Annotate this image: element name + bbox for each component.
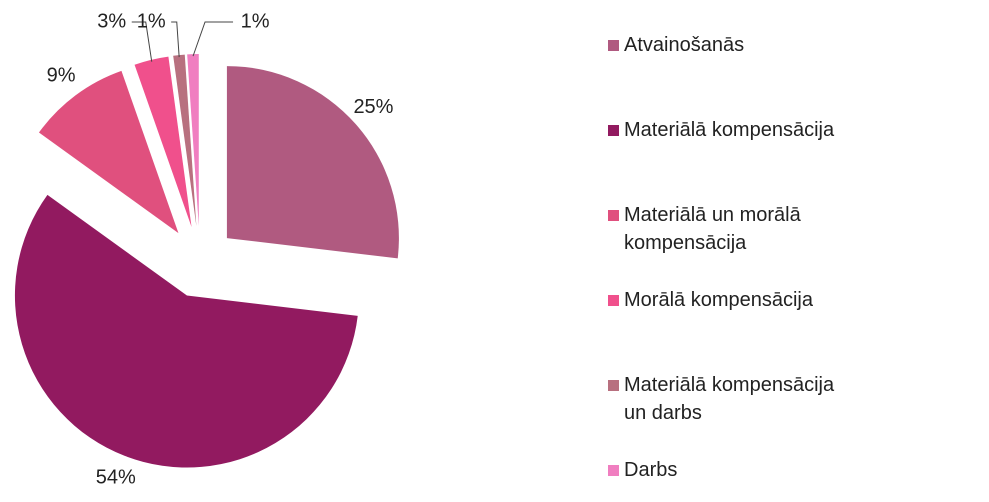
legend-item: Materiālā kompensācija — [608, 116, 978, 144]
legend-swatch — [608, 40, 619, 51]
data-label: 1% — [137, 10, 166, 32]
legend-swatch — [608, 380, 619, 391]
legend-swatch — [608, 125, 619, 136]
legend-item: Darbs — [608, 456, 978, 484]
legend-label: Materiālā kompensācija un darbs — [624, 374, 835, 424]
legend-swatch — [608, 210, 619, 221]
legend-item: Atvainošanās — [608, 31, 978, 59]
pie-slice — [187, 54, 199, 227]
pie-slice — [14, 194, 358, 468]
legend-label: Morālā kompensācija — [624, 289, 813, 311]
data-label: 9% — [47, 64, 76, 86]
leader-line — [131, 21, 153, 62]
legend-swatch — [608, 465, 619, 476]
legend-item: Morālā kompensācija — [608, 286, 978, 314]
data-label: 25% — [353, 96, 393, 118]
pie-area: 25% 54% 9% 3% 1% 1% — [14, 10, 399, 488]
pie-slice — [226, 66, 399, 259]
data-label: 1% — [241, 10, 270, 32]
legend-label: Materiālā un morālā kompensācija — [624, 204, 801, 254]
data-label: 3% — [97, 10, 126, 32]
legend-label: Materiālā kompensācija — [624, 119, 835, 141]
pie-slice — [134, 56, 192, 228]
legend-label: Darbs — [624, 459, 678, 481]
legend-label: Atvainošanās — [624, 34, 745, 56]
legend-item: Materiālā un morālā kompensācija — [608, 201, 978, 257]
legend-swatch — [608, 295, 619, 306]
data-label: 54% — [96, 466, 136, 488]
legend-item: Materiālā kompensācija un darbs — [608, 371, 978, 427]
pie-slice — [173, 54, 197, 227]
leader-line — [192, 21, 234, 57]
leader-line — [171, 21, 180, 58]
pie-slice — [38, 70, 179, 234]
